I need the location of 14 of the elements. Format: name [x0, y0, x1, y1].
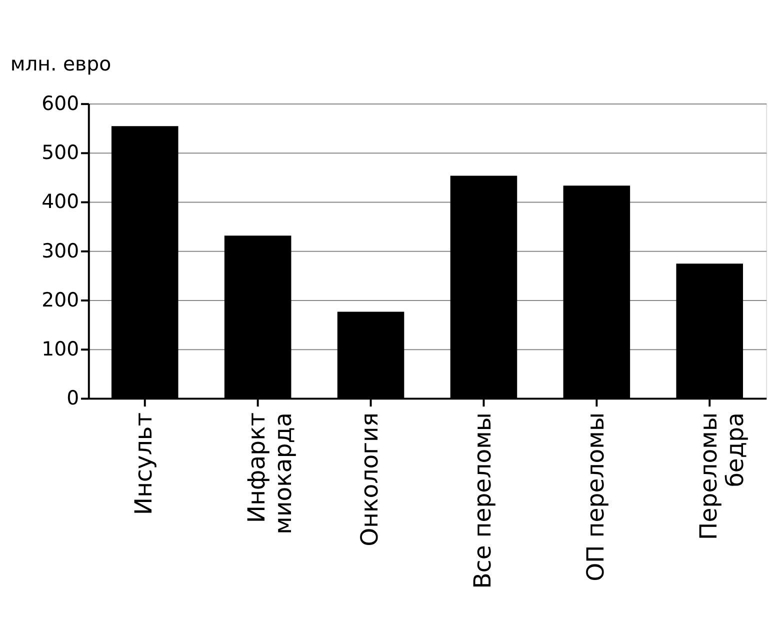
x-tick-label: Инфаркт миокарда — [242, 412, 298, 534]
y-axis-title: млн. евро — [10, 52, 112, 76]
y-tick-label: 500 — [42, 141, 80, 164]
x-tick-label: Переломы бедра — [694, 412, 750, 540]
x-tick-label: ОП переломы — [582, 412, 610, 582]
x-tick-label: Все переломы — [468, 412, 497, 589]
y-tick-label: 300 — [42, 239, 80, 262]
y-tick-label: 600 — [42, 92, 80, 115]
x-tick-label: Инсульт — [130, 412, 158, 516]
y-tick-label: 0 — [66, 386, 80, 410]
x-tick-label: Онкология — [356, 412, 384, 546]
y-tick-label: 100 — [42, 337, 80, 360]
y-tick-label: 200 — [42, 288, 80, 312]
y-tick-label: 400 — [42, 190, 80, 214]
